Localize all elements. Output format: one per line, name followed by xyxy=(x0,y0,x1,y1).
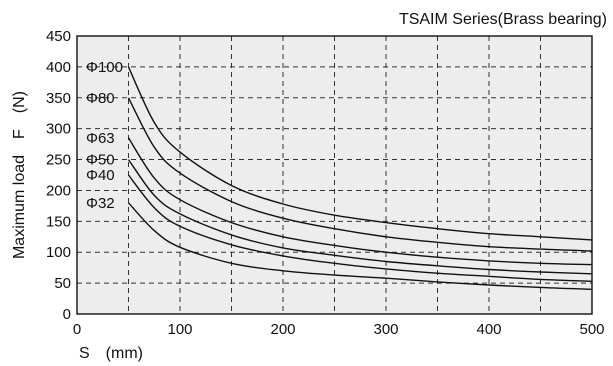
series-line xyxy=(127,66,593,241)
series-label: Φ40 xyxy=(86,167,115,184)
plot-border xyxy=(76,35,593,315)
x-tick-label: 200 xyxy=(270,321,295,338)
series-label: Φ50 xyxy=(86,152,115,169)
series-label: Φ80 xyxy=(86,90,115,107)
series-line xyxy=(127,174,593,282)
y-tick-label: 300 xyxy=(46,121,71,138)
y-tick-label: 100 xyxy=(46,244,71,261)
x-axis-title: S (mm) xyxy=(79,345,143,362)
series-line xyxy=(127,137,593,266)
series-label: Φ32 xyxy=(86,195,115,212)
grid-lines xyxy=(77,36,592,314)
y-axis-title: Maximum load F (N) xyxy=(11,91,28,259)
series-lines xyxy=(127,66,593,290)
x-tick-label: 0 xyxy=(73,321,81,338)
y-tick-label: 350 xyxy=(46,90,71,107)
series-line xyxy=(127,202,593,290)
chart-title: TSAIM Series(Brass bearing) xyxy=(399,11,607,28)
series-label: Φ63 xyxy=(86,130,115,147)
y-tick-label: 450 xyxy=(46,28,71,45)
x-tick-label: 500 xyxy=(579,321,604,338)
x-tick-label: 100 xyxy=(167,321,192,338)
y-tick-labels: 0 50 100 150 200 250 300 350 400 450 xyxy=(46,28,71,323)
series-line xyxy=(127,97,593,252)
y-tick-label: 200 xyxy=(46,182,71,199)
series-label: Φ100 xyxy=(86,59,123,76)
x-tick-labels: 0 100 200 300 400 500 xyxy=(73,321,605,338)
series-line xyxy=(127,159,593,275)
y-tick-label: 0 xyxy=(63,306,71,323)
y-tick-label: 50 xyxy=(54,275,71,292)
y-tick-label: 250 xyxy=(46,152,71,169)
y-tick-label: 400 xyxy=(46,59,71,76)
x-tick-label: 300 xyxy=(373,321,398,338)
x-tick-label: 400 xyxy=(476,321,501,338)
y-tick-label: 150 xyxy=(46,213,71,230)
